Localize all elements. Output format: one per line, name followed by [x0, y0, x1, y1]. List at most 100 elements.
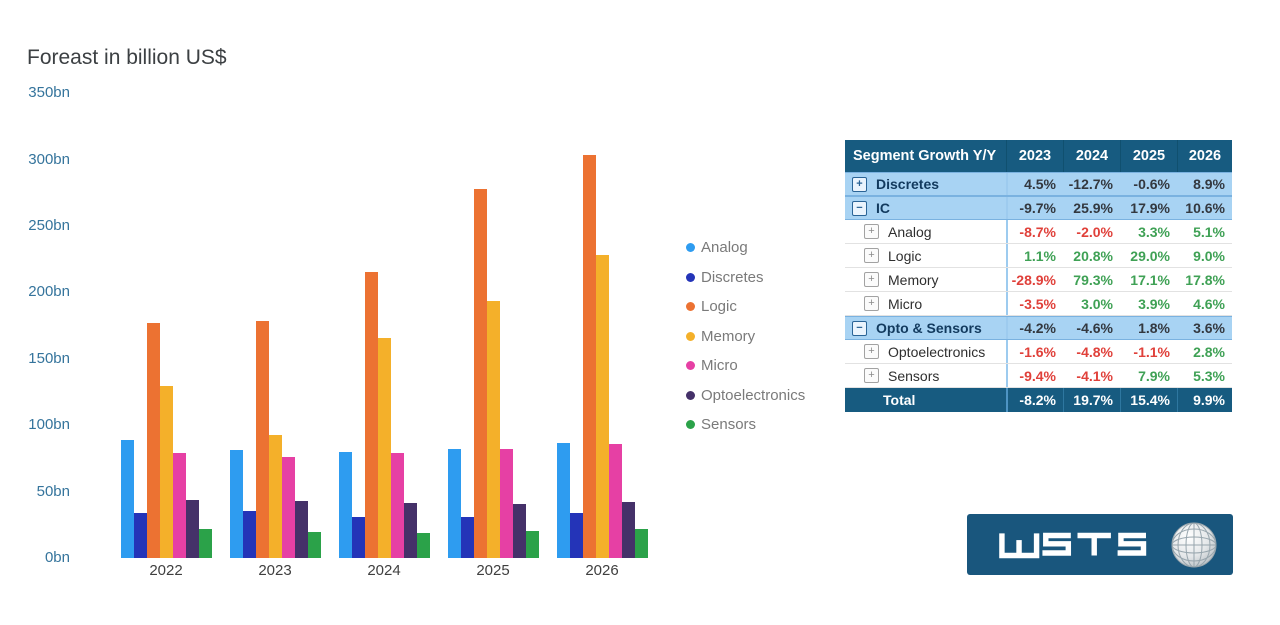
- legend-dot-analog: [686, 243, 695, 253]
- table-row-logic[interactable]: + Logic 1.1% 20.8% 29.0% 9.0%: [845, 244, 1232, 268]
- bar-memory-2023: [268, 435, 282, 558]
- collapse-icon[interactable]: −: [852, 200, 867, 216]
- segment-label: Sensors: [888, 367, 940, 384]
- legend-dot-memory: [686, 331, 695, 341]
- legend-label: Discretes: [701, 268, 764, 286]
- bar-micro-2024: [390, 453, 404, 558]
- bar-micro-2026: [608, 444, 622, 558]
- bar-discretes-2023: [242, 510, 256, 558]
- expand-icon[interactable]: +: [864, 296, 879, 311]
- segment-label: Logic: [888, 247, 922, 264]
- header-cell-2025: 2025: [1120, 140, 1177, 172]
- segment-label: Memory: [888, 271, 939, 288]
- segment-label: Analog: [888, 223, 932, 240]
- table-row-opto-sensors[interactable]: − Opto & Sensors -4.2% -4.6% 1.8% 3.6%: [845, 316, 1232, 340]
- table-row-micro[interactable]: + Micro -3.5% 3.0% 3.9% 4.6%: [845, 292, 1232, 316]
- x-axis-label-2022: 2022: [149, 562, 183, 579]
- expand-icon[interactable]: +: [852, 176, 867, 192]
- bar-sensors-2024: [416, 532, 430, 558]
- legend-label: Logic: [701, 298, 737, 316]
- growth-value-cell: 17.1%: [1130, 271, 1170, 288]
- bar-analog-2026: [556, 443, 570, 558]
- growth-value-cell: 17.9%: [1130, 200, 1170, 216]
- y-axis-label-350bn: 350bn: [28, 84, 70, 102]
- growth-value-cell: 3.9%: [1138, 295, 1170, 312]
- legend-item-micro[interactable]: Micro: [686, 351, 805, 381]
- legend-label: Analog: [701, 239, 748, 257]
- y-axis-label-150bn: 150bn: [28, 349, 70, 367]
- growth-value-cell: -1.6%: [1006, 340, 1063, 363]
- growth-value-cell: 1.1%: [1006, 244, 1063, 267]
- bar-logic-2024: [364, 271, 378, 558]
- expand-icon[interactable]: +: [864, 368, 879, 383]
- growth-value-cell: 7.9%: [1138, 367, 1170, 384]
- segment-label: Discretes: [876, 176, 940, 192]
- bar-sensors-2026: [634, 529, 648, 558]
- bar-micro-2025: [499, 449, 513, 558]
- segment-name-cell: Total: [845, 388, 1006, 412]
- growth-value-cell: 5.1%: [1193, 223, 1225, 240]
- bar-memory-2026: [595, 254, 609, 558]
- legend-item-discretes[interactable]: Discretes: [686, 263, 805, 293]
- legend-dot-micro: [686, 361, 695, 371]
- growth-value-cell: -8.7%: [1006, 220, 1063, 243]
- growth-value-cell: -0.6%: [1133, 176, 1170, 192]
- growth-value-cell: -28.9%: [1006, 268, 1063, 291]
- growth-value-cell: 17.8%: [1185, 271, 1225, 288]
- growth-value-cell: -4.8%: [1076, 343, 1113, 360]
- collapse-icon[interactable]: −: [852, 320, 867, 336]
- growth-value-cell: -12.7%: [1068, 176, 1113, 192]
- growth-value-cell: 29.0%: [1130, 247, 1170, 264]
- table-row-analog[interactable]: + Analog -8.7% -2.0% 3.3% 5.1%: [845, 220, 1232, 244]
- table-row-optoelectronics[interactable]: + Optoelectronics -1.6% -4.8% -1.1% 2.8%: [845, 340, 1232, 364]
- wsts-logo-text: [999, 532, 1147, 559]
- x-axis-label-2024: 2024: [367, 562, 401, 579]
- x-axis-label-2025: 2025: [476, 562, 510, 579]
- legend-label: Micro: [701, 357, 738, 375]
- chart-title: Foreast in billion US$: [27, 46, 227, 69]
- segment-name-cell: + Analog: [845, 220, 1006, 243]
- growth-value-cell: 15.4%: [1120, 388, 1177, 412]
- bar-memory-2025: [486, 300, 500, 558]
- growth-value-cell: 79.3%: [1073, 271, 1113, 288]
- bar-memory-2022: [159, 385, 173, 558]
- expand-icon[interactable]: +: [864, 224, 879, 239]
- bar-micro-2023: [281, 456, 295, 558]
- legend-item-optoelectronics[interactable]: Optoelectronics: [686, 381, 805, 411]
- globe-icon: [1171, 522, 1217, 568]
- table-row-discretes[interactable]: + Discretes 4.5% -12.7% -0.6% 8.9%: [845, 172, 1232, 196]
- legend-item-sensors[interactable]: Sensors: [686, 410, 805, 440]
- growth-value-cell: 8.9%: [1193, 176, 1225, 192]
- expand-icon[interactable]: +: [864, 272, 879, 287]
- legend-label: Optoelectronics: [701, 386, 806, 404]
- growth-value-cell: 5.3%: [1193, 367, 1225, 384]
- bar-analog-2024: [338, 452, 352, 558]
- growth-value-cell: 4.6%: [1193, 295, 1225, 312]
- legend-item-memory[interactable]: Memory: [686, 322, 805, 352]
- growth-value-cell: 9.0%: [1193, 247, 1225, 264]
- growth-value-cell: -8.2%: [1006, 388, 1063, 412]
- bar-discretes-2025: [460, 516, 474, 558]
- legend-item-logic[interactable]: Logic: [686, 292, 805, 322]
- wsts-logo: [967, 514, 1233, 575]
- segment-name-cell: − IC: [845, 197, 1006, 219]
- x-axis-label-2026: 2026: [585, 562, 619, 579]
- table-row-total: Total -8.2% 19.7% 15.4% 9.9%: [845, 388, 1232, 412]
- table-row-sensors[interactable]: + Sensors -9.4% -4.1% 7.9% 5.3%: [845, 364, 1232, 388]
- bar-discretes-2026: [569, 513, 583, 558]
- expand-icon[interactable]: +: [864, 248, 879, 263]
- growth-value-cell: 20.8%: [1073, 247, 1113, 264]
- growth-value-cell: 2.8%: [1193, 343, 1225, 360]
- header-cell-2024: 2024: [1063, 140, 1120, 172]
- growth-value-cell: 1.8%: [1138, 320, 1170, 336]
- legend-item-analog[interactable]: Analog: [686, 233, 805, 263]
- bar-optoelectronics-2025: [512, 503, 526, 558]
- bar-discretes-2022: [133, 512, 147, 558]
- growth-value-cell: -9.7%: [1006, 197, 1063, 219]
- table-row-ic[interactable]: − IC -9.7% 25.9% 17.9% 10.6%: [845, 196, 1232, 220]
- legend-label: Memory: [701, 327, 756, 345]
- growth-value-cell: 4.5%: [1006, 173, 1063, 195]
- table-row-memory[interactable]: + Memory -28.9% 79.3% 17.1% 17.8%: [845, 268, 1232, 292]
- growth-value-cell: -4.6%: [1076, 320, 1113, 336]
- expand-icon[interactable]: +: [864, 344, 879, 359]
